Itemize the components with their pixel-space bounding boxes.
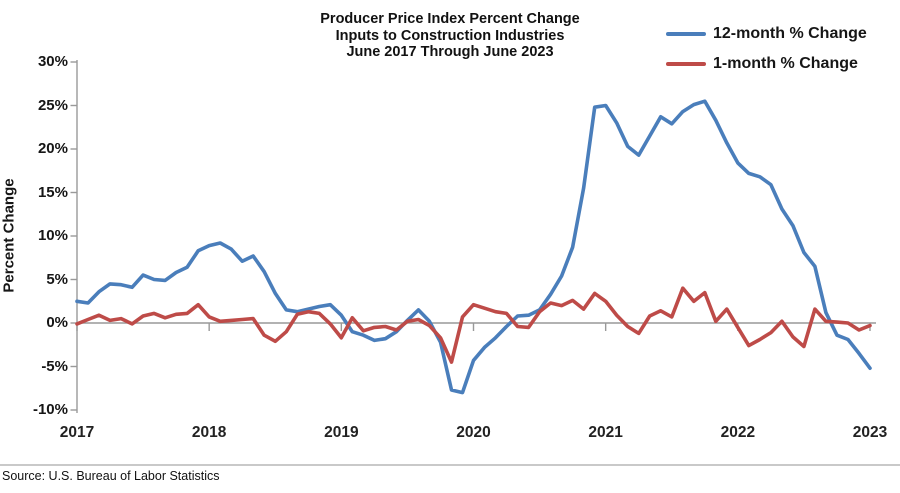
x-axis-tick-label: 2022 xyxy=(720,424,756,441)
title-line-3: June 2017 Through June 2023 xyxy=(346,44,554,60)
y-axis-tick-label: 10% xyxy=(37,227,68,244)
y-axis-tick-label: 0% xyxy=(46,314,68,331)
y-axis-tick-label: 15% xyxy=(37,183,68,201)
x-axis-tick-label: 2023 xyxy=(852,424,888,441)
source-divider xyxy=(0,464,900,466)
y-axis-tick-label: -10% xyxy=(32,401,68,418)
legend-item-1-month: 1-month % Change xyxy=(666,54,867,74)
legend-label-12-month: 12-month % Change xyxy=(713,25,867,42)
legend-label-1-month: 1-month % Change xyxy=(713,55,858,72)
legend-item-12-month: 12-month % Change xyxy=(666,24,867,44)
y-axis-tick-label: 5% xyxy=(46,270,68,288)
title-line-1: Producer Price Index Percent Change xyxy=(320,11,580,27)
legend-line-swatch-1-month xyxy=(666,61,706,67)
series-line-12-month xyxy=(75,99,872,395)
source-text: Source: U.S. Bureau of Labor Statistics xyxy=(2,469,220,483)
x-axis-tick-label: 2018 xyxy=(191,424,227,441)
y-axis-tick-label: 20% xyxy=(37,140,68,157)
y-axis-tick-label: 25% xyxy=(37,96,68,114)
title-line-2: Inputs to Construction Industries xyxy=(335,27,565,44)
y-axis-tick-label: -5% xyxy=(41,357,68,375)
y-axis-tick-label: 30% xyxy=(37,53,68,70)
legend: 12-month % Change 1-month % Change xyxy=(666,24,867,84)
x-axis-tick-label: 2019 xyxy=(324,424,359,441)
legend-line-swatch-12-month xyxy=(666,31,706,37)
x-axis-tick-label: 2020 xyxy=(456,424,491,441)
x-axis-tick-label: 2021 xyxy=(588,424,623,441)
x-axis-tick-label: 2017 xyxy=(59,424,95,441)
page-title: Producer Price Index Percent Change Inpu… xyxy=(170,11,730,61)
series-line-1-month xyxy=(75,286,872,364)
